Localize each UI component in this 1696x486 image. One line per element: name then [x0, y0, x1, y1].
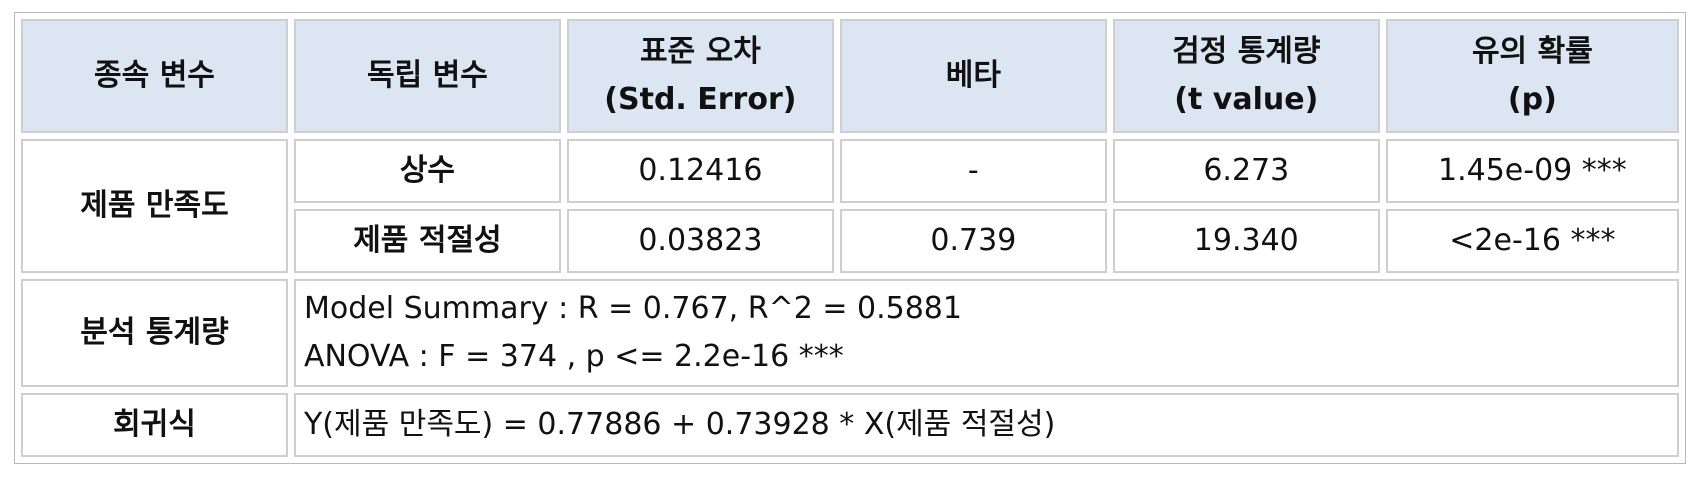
model-summary-line: Model Summary : R = 0.767, R^2 = 0.5881	[303, 291, 962, 326]
regression-equation-row: 회귀식 Y(제품 만족도) = 0.77886 + 0.73928 * X(제품…	[21, 393, 1679, 457]
std-error-cell: 0.12416	[566, 139, 834, 203]
anova-line: ANOVA : F = 374 , p <= 2.2e-16 ***	[303, 339, 844, 374]
table-row: 제품 만족도 상수 0.12416 - 6.273 1.45e-09 ***	[21, 139, 1679, 273]
analysis-statistics-label: 분석 통계량	[21, 279, 288, 387]
beta-cell: 0.739	[839, 209, 1107, 273]
header-p-value-label: 유의 확률	[1471, 34, 1593, 69]
header-dependent-variable-label: 종속 변수	[94, 58, 215, 93]
independent-variable-cell: 상수	[293, 139, 561, 203]
header-row: 종속 변수 독립 변수 표준 오차 (Std. Error) 베타 검정 통계량…	[21, 19, 1679, 133]
regression-equation-content: Y(제품 만족도) = 0.77886 + 0.73928 * X(제품 적절성…	[293, 393, 1679, 457]
header-t-value-sublabel: (t value)	[1174, 82, 1319, 117]
header-std-error-sublabel: (Std. Error)	[604, 82, 797, 117]
analysis-statistics-content: Model Summary : R = 0.767, R^2 = 0.5881 …	[293, 279, 1679, 387]
header-t-value: 검정 통계량 (t value)	[1112, 19, 1380, 133]
regression-equation-label: 회귀식	[21, 393, 288, 457]
independent-variable-cell: 제품 적절성	[293, 209, 561, 273]
header-beta-label: 베타	[945, 58, 1001, 93]
header-beta: 베타	[839, 19, 1107, 133]
table-row: 제품 적절성 0.03823 0.739 19.340 <2e-16 ***	[21, 209, 1679, 273]
header-std-error: 표준 오차 (Std. Error)	[566, 19, 834, 133]
regression-results-table: 종속 변수 독립 변수 표준 오차 (Std. Error) 베타 검정 통계량…	[14, 12, 1686, 464]
header-p-value-sublabel: (p)	[1507, 82, 1557, 117]
std-error-cell: 0.03823	[566, 209, 834, 273]
header-std-error-label: 표준 오차	[639, 34, 761, 69]
t-value-cell: 6.273	[1112, 139, 1380, 203]
beta-cell: -	[839, 139, 1107, 203]
header-independent-variable: 독립 변수	[293, 19, 561, 133]
dependent-variable-cell: 제품 만족도	[21, 139, 288, 273]
p-value-cell: 1.45e-09 ***	[1385, 139, 1679, 203]
header-t-value-label: 검정 통계량	[1172, 34, 1321, 69]
header-dependent-variable: 종속 변수	[21, 19, 288, 133]
p-value-cell: <2e-16 ***	[1385, 209, 1679, 273]
analysis-statistics-row: 분석 통계량 Model Summary : R = 0.767, R^2 = …	[21, 279, 1679, 387]
t-value-cell: 19.340	[1112, 209, 1380, 273]
header-p-value: 유의 확률 (p)	[1385, 19, 1679, 133]
regression-table-container: 종속 변수 독립 변수 표준 오차 (Std. Error) 베타 검정 통계량…	[14, 12, 1686, 464]
header-independent-variable-label: 독립 변수	[367, 58, 488, 93]
